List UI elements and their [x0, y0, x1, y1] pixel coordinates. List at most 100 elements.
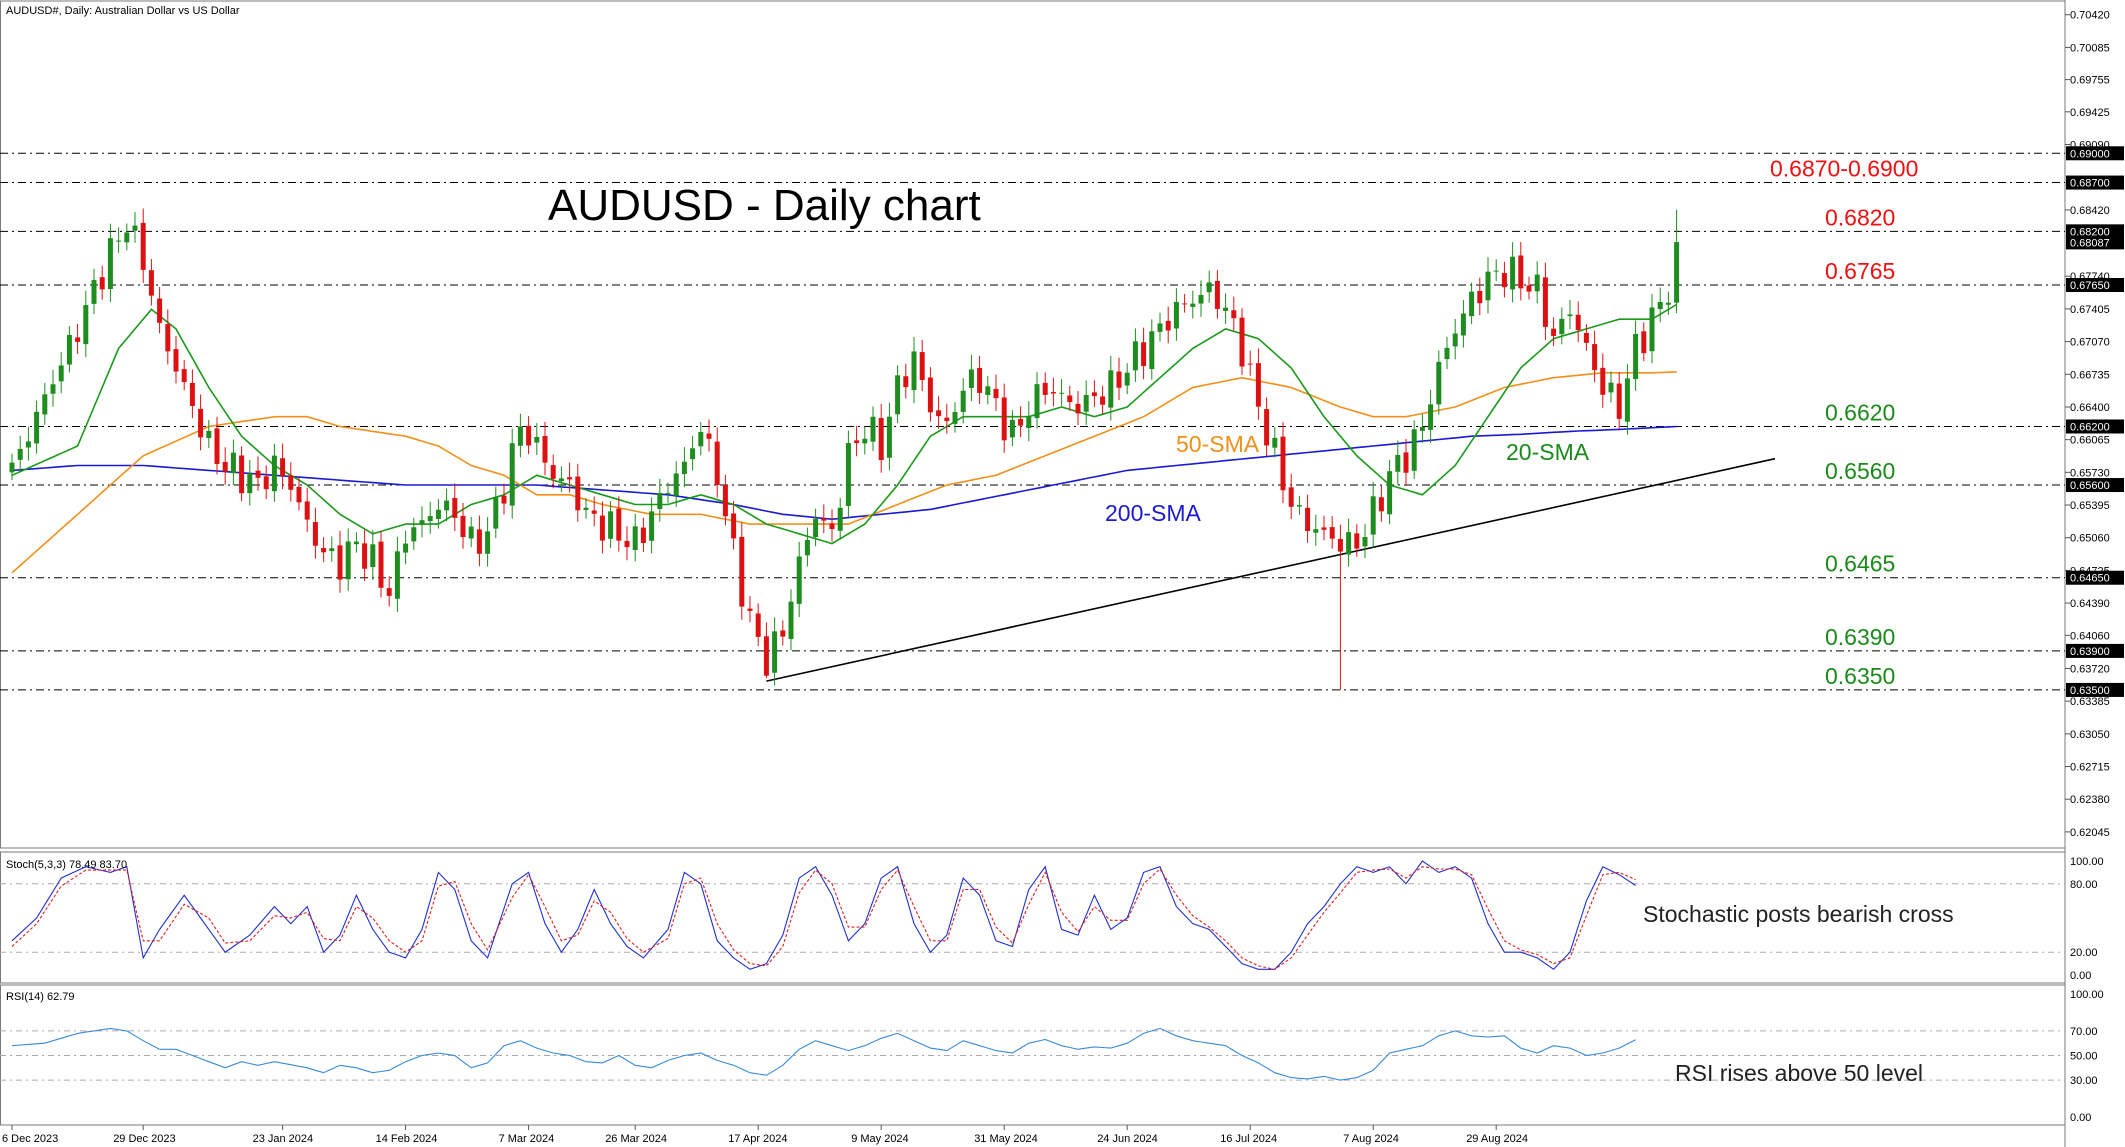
osc-tick-label: 70.00 [2070, 1026, 2098, 1038]
candle-body-up [960, 390, 966, 413]
candle-body-up [271, 455, 277, 492]
candle [66, 326, 72, 373]
candle-body-up [493, 497, 499, 529]
candle-body-up [1206, 282, 1212, 293]
candle-body-down [542, 436, 548, 463]
candle-body-up [1387, 471, 1393, 515]
candle [296, 477, 302, 511]
level-axis-tag [2066, 478, 2124, 493]
candle [583, 497, 589, 519]
candle-body-down [526, 425, 532, 446]
candle-body-down [977, 367, 983, 393]
candle-body-up [1059, 392, 1065, 394]
price-tick-label: 0.64060 [2070, 630, 2110, 642]
price-tick-label: 0.66400 [2070, 402, 2110, 414]
candle [1674, 209, 1680, 314]
candle-body-down [1321, 527, 1327, 530]
candle-body-down [1067, 395, 1073, 403]
candle [1173, 288, 1179, 341]
candle-body-up [911, 351, 917, 390]
candle [1641, 322, 1647, 362]
candle [1149, 319, 1155, 380]
candle-body-down [1100, 396, 1106, 405]
candle [1460, 300, 1466, 348]
candle [189, 369, 195, 419]
candle [321, 537, 327, 563]
candle-body-down [1354, 533, 1360, 549]
candle-body-down [1255, 363, 1261, 407]
candle [599, 501, 605, 554]
candle-body-down [460, 515, 466, 538]
candle [960, 378, 966, 424]
candle-body-up [1428, 404, 1434, 430]
candle [198, 394, 204, 451]
candle-body-up [206, 430, 212, 439]
candle-body-down [591, 510, 597, 514]
candle-body-up [690, 448, 696, 460]
candle [337, 530, 343, 593]
candle [763, 622, 769, 679]
candle [91, 268, 97, 314]
candle-body-up [116, 240, 122, 242]
candle [673, 461, 679, 507]
candle [501, 483, 507, 515]
candle-body-down [821, 518, 827, 521]
level-axis-label: 0.63900 [2070, 646, 2110, 658]
candle-body-down [575, 476, 581, 511]
candle-body-up [124, 232, 130, 243]
candle [1296, 495, 1302, 515]
level-label: 0.6765 [1825, 258, 1895, 284]
candle-body-up [796, 556, 802, 604]
candle-body-down [452, 497, 458, 518]
candle [476, 515, 482, 567]
candle [50, 369, 56, 407]
candle [829, 509, 835, 542]
candle-body-up [1436, 361, 1442, 405]
candle [58, 352, 64, 394]
price-tick-label: 0.63720 [2070, 663, 2110, 675]
level-axis-tag [2066, 278, 2124, 293]
candle [1059, 378, 1065, 406]
sma200-label: 200-SMA [1105, 500, 1202, 526]
candle-body-up [673, 473, 679, 496]
candle-body-up [427, 516, 433, 522]
candle [1034, 372, 1040, 429]
level-axis-label: 0.68200 [2070, 226, 2110, 238]
candle-body-down [263, 476, 269, 490]
candle-body-up [435, 509, 441, 519]
price-tick-label: 0.62380 [2070, 794, 2110, 806]
candle [42, 382, 48, 425]
time-tick-label: 9 May 2024 [851, 1133, 908, 1145]
candle [1649, 293, 1655, 364]
trendline [766, 457, 1776, 682]
candle [1108, 356, 1114, 421]
candle [550, 454, 556, 489]
candle [944, 403, 950, 434]
candle [34, 400, 40, 454]
candle-body-down [567, 477, 573, 480]
time-tick-label: 17 Apr 2024 [728, 1133, 787, 1145]
candle-body-down [1337, 538, 1343, 552]
osc-tick-label: 100.00 [2070, 856, 2104, 868]
candle [698, 422, 704, 456]
stoch-main-line [11, 860, 1636, 971]
candle [1518, 242, 1524, 301]
candle [452, 483, 458, 532]
candle-body-down [312, 522, 318, 546]
candle-body-up [58, 365, 64, 382]
candle [1419, 413, 1425, 443]
moving-averages [11, 303, 1678, 574]
candle-body-down [1641, 331, 1647, 354]
candle-body-up [1009, 419, 1015, 438]
candle-body-up [1362, 537, 1368, 547]
price-tick-label: 0.64390 [2070, 598, 2110, 610]
price-tick-label: 0.66735 [2070, 369, 2110, 381]
candle [1387, 460, 1393, 525]
candle-body-up [985, 386, 991, 395]
candle [1132, 328, 1138, 382]
candle-body-up [1452, 333, 1458, 347]
candle [1337, 524, 1343, 690]
candle-body-up [657, 492, 663, 509]
candle-body-down [1239, 317, 1245, 367]
